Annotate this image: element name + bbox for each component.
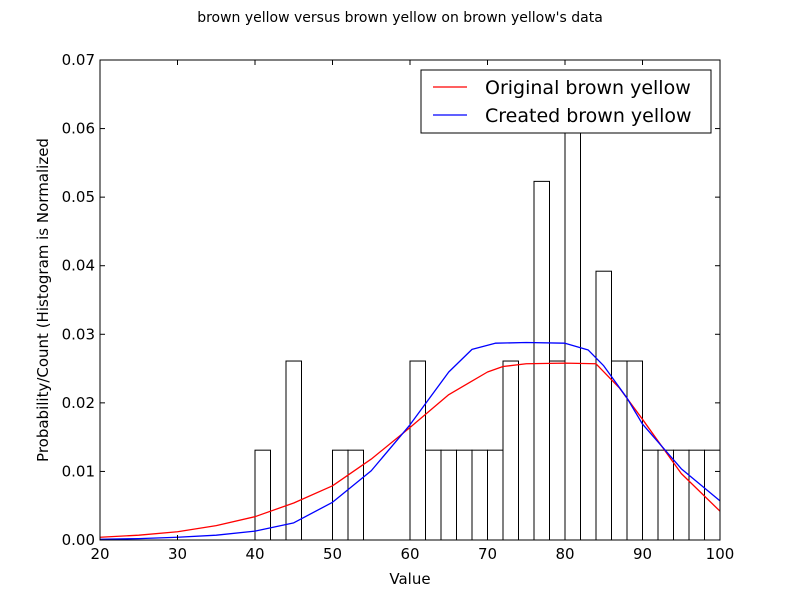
- histogram-bar: [642, 449, 659, 541]
- y-tick-label: 0.04: [62, 257, 95, 275]
- histogram-bar: [254, 449, 271, 541]
- x-axis-ticks: 20 30 40 50 60 70 80 90 100: [90, 60, 734, 563]
- histogram-bar: [673, 449, 690, 541]
- histogram-bar: [487, 449, 504, 541]
- y-tick-label: 0.05: [62, 188, 95, 206]
- series-line-created: [99, 341, 721, 540]
- y-tick-label: 0.07: [62, 51, 95, 69]
- histogram-bar: [425, 449, 442, 541]
- x-tick-label: 70: [478, 545, 497, 563]
- histogram-bar: [409, 360, 426, 541]
- series-lines: [99, 341, 721, 540]
- y-tick-label: 0.01: [62, 462, 95, 480]
- histogram-bar: [285, 360, 302, 541]
- y-tick-label: 0.00: [62, 531, 95, 549]
- histogram-bar: [688, 449, 705, 541]
- histogram-bar: [595, 270, 612, 541]
- x-tick-label: 80: [555, 545, 574, 563]
- y-axis-label: Probability/Count (Histogram is Normaliz…: [34, 138, 52, 462]
- legend: Original brown yellow Created brown yello…: [420, 69, 712, 134]
- x-tick-label: 20: [90, 545, 109, 563]
- legend-label: Original brown yellow: [485, 77, 691, 99]
- legend-label: Created brown yellow: [485, 105, 692, 127]
- histogram-bar: [564, 91, 581, 541]
- x-tick-label: 50: [323, 545, 342, 563]
- histogram-bar: [332, 449, 349, 541]
- x-tick-label: 30: [168, 545, 187, 563]
- histogram-bar: [471, 449, 488, 541]
- chart-title: brown yellow versus brown yellow on brow…: [197, 10, 603, 26]
- x-axis-label: Value: [389, 570, 430, 588]
- histogram-bar: [657, 449, 674, 541]
- histogram-bar: [626, 360, 643, 541]
- x-tick-label: 100: [706, 545, 735, 563]
- y-axis-ticks: 0.00 0.01 0.02 0.03 0.04 0.05 0.06 0.07: [62, 51, 720, 549]
- y-tick-label: 0.02: [62, 394, 95, 412]
- histogram-bar: [549, 360, 566, 541]
- x-tick-label: 60: [400, 545, 419, 563]
- histogram-bar: [440, 449, 457, 541]
- y-tick-label: 0.06: [62, 120, 95, 138]
- histogram-bar: [502, 360, 519, 541]
- histogram-bars: [254, 91, 721, 541]
- y-tick-label: 0.03: [62, 325, 95, 343]
- x-tick-label: 90: [633, 545, 652, 563]
- histogram-bar: [456, 449, 473, 541]
- x-tick-label: 40: [245, 545, 264, 563]
- legend-box: [420, 69, 712, 134]
- histogram-bar: [347, 449, 364, 541]
- histogram-bar: [533, 180, 550, 541]
